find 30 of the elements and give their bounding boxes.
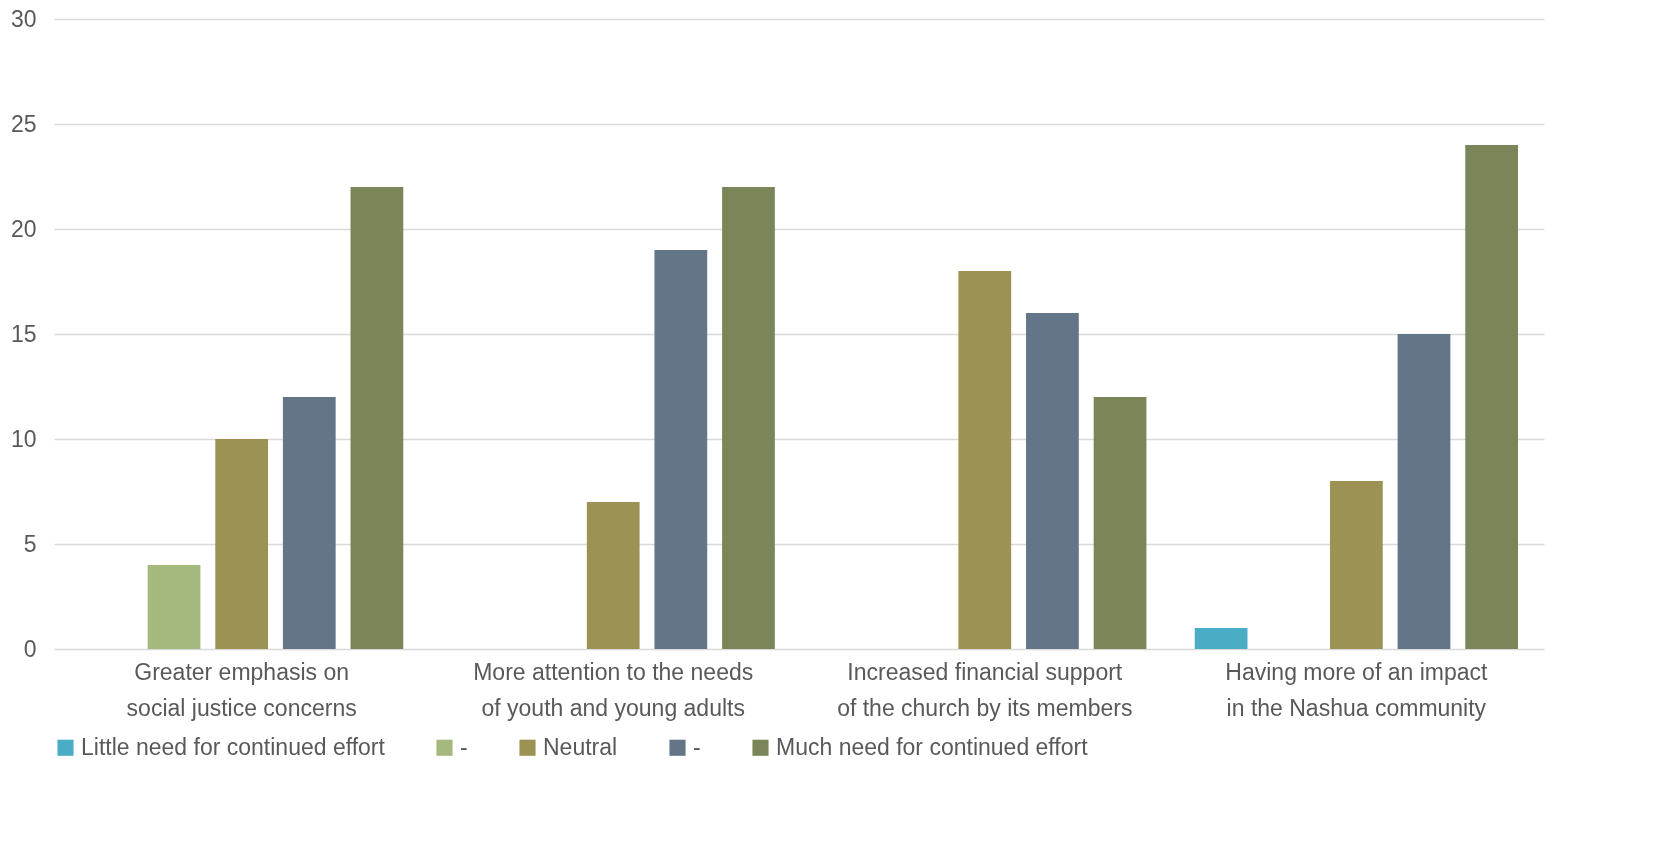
bar	[1194, 628, 1248, 649]
bar	[1026, 313, 1079, 649]
bar	[1329, 481, 1383, 649]
bar	[1093, 397, 1147, 649]
bar	[350, 187, 404, 649]
bar	[215, 439, 269, 649]
y-tick-label: 5	[23, 530, 37, 557]
bar	[958, 271, 1012, 649]
legend-label: -	[693, 733, 701, 760]
y-tick-label: 10	[10, 425, 37, 452]
x-tick-label: Having more of an impact in the Nashua community	[1225, 658, 1488, 721]
x-tick-label: Greater emphasis on social justice concerns	[126, 658, 357, 721]
y-tick-label: 30	[10, 5, 37, 32]
bar	[1397, 334, 1451, 649]
bar	[654, 250, 708, 649]
y-tick-label: 25	[10, 110, 37, 137]
bar	[147, 565, 201, 649]
x-tick-label: More attention to the needs of youth and young adults	[473, 658, 754, 721]
x-tick-label: Increased financial support of the church by its members	[837, 658, 1133, 721]
y-tick-label: 15	[10, 320, 37, 347]
bar	[722, 187, 775, 649]
bar	[1465, 145, 1518, 649]
y-tick-label: 0	[23, 635, 37, 662]
legend-label: Much need for continued effort	[776, 733, 1089, 760]
legend-label: Neutral	[543, 733, 618, 760]
bar	[282, 397, 336, 649]
bar	[586, 502, 640, 649]
y-tick-label: 20	[10, 215, 37, 242]
legend-label: -	[460, 733, 468, 760]
legend-label: Little need for continued effort	[81, 733, 386, 760]
